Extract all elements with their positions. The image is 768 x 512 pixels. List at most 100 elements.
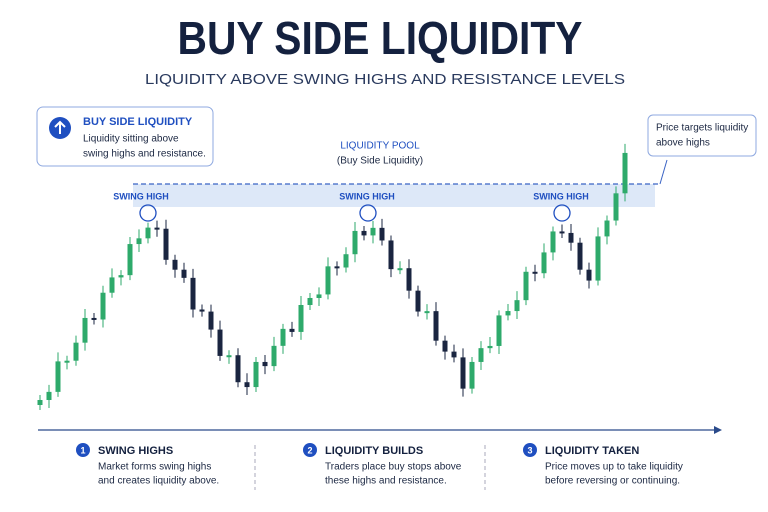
candle xyxy=(82,317,88,343)
axis-arrow xyxy=(714,426,722,434)
candle xyxy=(37,400,43,405)
swing-label: SWING HIGH xyxy=(113,191,169,201)
candle xyxy=(91,317,97,320)
step-number: 3 xyxy=(527,445,532,455)
swing-circle xyxy=(553,204,571,222)
candle xyxy=(433,311,439,341)
candle xyxy=(271,345,277,367)
arrow-icon xyxy=(54,120,66,134)
candle xyxy=(406,268,412,291)
title: BUY SIDE LIQUIDITY xyxy=(178,12,583,64)
target-note: above highs xyxy=(656,138,710,149)
candle xyxy=(190,277,196,310)
step-badge xyxy=(303,443,317,457)
candle xyxy=(532,271,538,274)
candle xyxy=(199,309,205,312)
candle xyxy=(208,311,214,330)
step-text: Market forms swing highs xyxy=(98,462,211,473)
candle xyxy=(226,355,232,358)
step-badge xyxy=(523,443,537,457)
candle xyxy=(415,290,421,312)
pool-title: LIQUIDITY POOL xyxy=(340,141,420,152)
step-text: Traders place buy stops above xyxy=(325,462,462,473)
liquidity-band xyxy=(133,184,655,207)
candle xyxy=(397,268,403,271)
candle xyxy=(280,328,286,346)
candle xyxy=(622,152,628,194)
target-note: Price targets liquidity xyxy=(656,123,748,134)
step-title: SWING HIGHS xyxy=(98,445,173,457)
candle xyxy=(307,297,313,305)
candle xyxy=(262,361,268,367)
candle xyxy=(343,254,349,268)
candle xyxy=(325,266,331,295)
candle xyxy=(541,252,547,274)
pool-subtitle: (Buy Side Liquidity) xyxy=(337,156,423,167)
candles xyxy=(37,143,628,410)
candle xyxy=(604,220,610,237)
candle xyxy=(100,292,106,320)
candle xyxy=(577,242,583,270)
candle xyxy=(460,357,466,389)
candle xyxy=(172,259,178,270)
candle xyxy=(136,238,142,245)
candle xyxy=(568,232,574,243)
candle xyxy=(595,236,601,281)
callout-box xyxy=(36,106,214,167)
candle xyxy=(298,304,304,332)
candle xyxy=(559,231,565,234)
step-text: and creates liquidity above. xyxy=(98,476,219,487)
candle xyxy=(334,266,340,269)
candle xyxy=(109,277,115,293)
candle xyxy=(370,227,376,236)
candle xyxy=(163,228,169,260)
candle xyxy=(244,382,250,388)
candle xyxy=(442,340,448,352)
candle xyxy=(145,227,151,239)
swing-label: SWING HIGH xyxy=(339,191,395,201)
callout-text: swing highs and resistance. xyxy=(83,149,206,160)
candle xyxy=(478,348,484,362)
candle xyxy=(496,315,502,346)
candle xyxy=(352,230,358,255)
candle xyxy=(118,275,124,278)
candle xyxy=(424,311,430,314)
candle xyxy=(55,361,61,392)
swing-circle xyxy=(359,204,377,222)
candle xyxy=(235,355,241,383)
subtitle: LIQUIDITY ABOVE SWING HIGHS AND RESISTAN… xyxy=(145,71,625,88)
candle xyxy=(46,391,52,400)
candle xyxy=(613,193,619,221)
step-number: 2 xyxy=(307,445,312,455)
step-title: LIQUIDITY TAKEN xyxy=(545,445,639,457)
candle xyxy=(487,345,493,349)
callout-text: Liquidity sitting above xyxy=(83,134,179,145)
step-title: LIQUIDITY BUILDS xyxy=(325,445,423,457)
candle xyxy=(217,329,223,356)
candle xyxy=(514,300,520,312)
swing-circle xyxy=(139,204,157,222)
candle xyxy=(469,361,475,389)
step-text: before reversing or continuing. xyxy=(545,476,680,487)
candle xyxy=(181,269,187,278)
step-badge xyxy=(76,443,90,457)
candle xyxy=(253,361,259,388)
swing-label: SWING HIGH xyxy=(533,191,589,201)
callout-title: BUY SIDE LIQUIDITY xyxy=(83,116,193,128)
candle xyxy=(361,230,367,236)
candle xyxy=(505,311,511,316)
candle xyxy=(73,342,79,361)
candle xyxy=(388,240,394,270)
candle xyxy=(289,328,295,332)
step-number: 1 xyxy=(80,445,85,455)
candle xyxy=(154,227,160,230)
candle xyxy=(586,269,592,281)
target-arrow xyxy=(659,159,668,185)
target-box xyxy=(647,114,757,157)
candle xyxy=(64,360,70,363)
candle xyxy=(523,271,529,301)
step-text: these highs and resistance. xyxy=(325,476,447,487)
candle xyxy=(451,351,457,358)
candle xyxy=(316,294,322,298)
